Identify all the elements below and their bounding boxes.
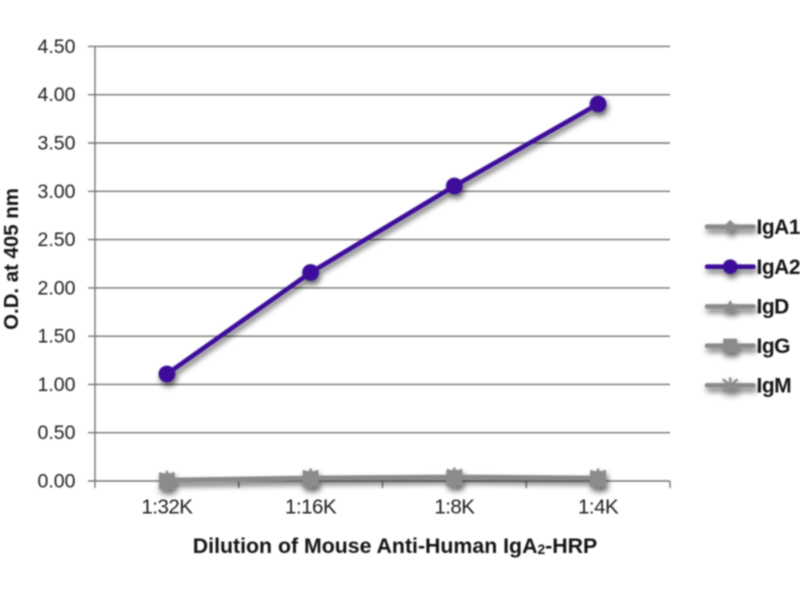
svg-text:Dilution of Mouse Anti-Human I: Dilution of Mouse Anti-Human IgA2-HRP <box>193 534 597 558</box>
svg-text:3.50: 3.50 <box>38 133 76 155</box>
svg-text:0.00: 0.00 <box>38 471 76 493</box>
svg-text:O.D. at 405 nm: O.D. at 405 nm <box>1 188 23 330</box>
svg-text:IgG: IgG <box>757 335 791 358</box>
svg-text:4.50: 4.50 <box>38 36 76 58</box>
svg-text:0.50: 0.50 <box>38 422 76 444</box>
svg-text:IgD: IgD <box>757 296 790 319</box>
svg-text:1:4K: 1:4K <box>578 496 619 519</box>
svg-text:3.00: 3.00 <box>38 181 76 203</box>
svg-text:1:16K: 1:16K <box>285 496 337 519</box>
svg-text:1.00: 1.00 <box>38 374 76 396</box>
svg-text:IgA2: IgA2 <box>757 256 800 279</box>
svg-text:2.00: 2.00 <box>38 277 76 299</box>
svg-text:2.50: 2.50 <box>38 229 76 251</box>
svg-text:1.50: 1.50 <box>38 326 76 348</box>
svg-text:4.00: 4.00 <box>38 84 76 106</box>
svg-text:IgM: IgM <box>757 375 792 398</box>
svg-text:IgA1: IgA1 <box>757 216 800 239</box>
svg-text:1:32K: 1:32K <box>141 496 193 519</box>
svg-text:1:8K: 1:8K <box>434 496 475 519</box>
